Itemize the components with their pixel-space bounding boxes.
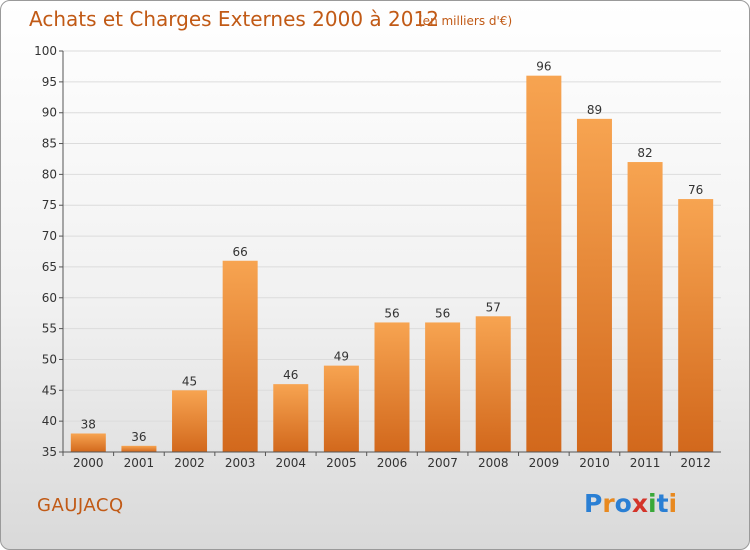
x-tick-label: 2003 bbox=[225, 456, 256, 470]
bar-2008 bbox=[475, 316, 511, 452]
bar-2012 bbox=[678, 199, 714, 452]
logo-letter: i bbox=[648, 489, 657, 518]
bar-2006 bbox=[374, 322, 410, 452]
y-tick-label: 50 bbox=[42, 352, 57, 366]
logo-letter: o bbox=[614, 489, 632, 518]
data-label-2010: 89 bbox=[587, 103, 602, 117]
data-label-2002: 45 bbox=[182, 374, 197, 388]
logo-letter: t bbox=[656, 489, 669, 518]
y-tick-label: 60 bbox=[42, 291, 57, 305]
bar-2011 bbox=[627, 162, 663, 453]
x-tick-label: 2004 bbox=[275, 456, 306, 470]
chart-title: Achats et Charges Externes 2000 à 2012 bbox=[29, 7, 439, 31]
x-axis: 2000 2001 2002 2003 2004 2005 2006 2007 2008 2009… bbox=[62, 451, 721, 470]
logo-letter: x bbox=[631, 489, 648, 518]
x-tick-label: 2010 bbox=[579, 456, 610, 470]
bar-2002 bbox=[172, 390, 208, 452]
y-tick-label: 40 bbox=[42, 414, 57, 428]
y-tick-label: 80 bbox=[42, 167, 57, 181]
x-tick-label: 2012 bbox=[680, 456, 711, 470]
y-tick-label: 65 bbox=[42, 260, 57, 274]
data-label-2009: 96 bbox=[536, 60, 551, 74]
x-tick-label: 2011 bbox=[630, 456, 661, 470]
bar-2003 bbox=[222, 260, 258, 452]
bar-2000 bbox=[70, 433, 106, 452]
y-tick-label: 45 bbox=[42, 383, 57, 397]
x-tick-label: 2006 bbox=[377, 456, 408, 470]
chart-subtitle: (en milliers d'€) bbox=[418, 14, 513, 28]
commune-name: GAUJACQ bbox=[37, 495, 124, 516]
data-label-2004: 46 bbox=[283, 368, 298, 382]
y-tick-label: 100 bbox=[34, 44, 57, 58]
data-label-2011: 82 bbox=[637, 146, 652, 160]
bar-2004 bbox=[273, 384, 309, 452]
data-label-2005: 49 bbox=[334, 350, 349, 364]
y-tick-label: 70 bbox=[42, 229, 57, 243]
logo-letter: i bbox=[668, 489, 678, 518]
x-tick-label: 2009 bbox=[529, 456, 560, 470]
data-label-2012: 76 bbox=[688, 183, 703, 197]
x-tick-label: 2008 bbox=[478, 456, 509, 470]
x-tick-label: 2001 bbox=[124, 456, 155, 470]
bar-2010 bbox=[576, 118, 612, 452]
y-tick-label: 90 bbox=[42, 106, 57, 120]
x-tick-label: 2005 bbox=[326, 456, 357, 470]
y-tick-label: 75 bbox=[42, 198, 57, 212]
logo-letter: r bbox=[602, 489, 615, 518]
proxiti-logo[interactable]: Proxiti bbox=[584, 489, 677, 518]
data-label-2000: 38 bbox=[81, 417, 96, 431]
data-label-2003: 66 bbox=[233, 245, 248, 259]
y-tick-label: 85 bbox=[42, 137, 57, 151]
y-tick-label: 95 bbox=[42, 75, 57, 89]
data-label-2006: 56 bbox=[384, 306, 399, 320]
bars: 38 36 45 66 46 49 56 56 57 96 89 82 76 bbox=[70, 60, 714, 453]
bar-2009 bbox=[526, 75, 562, 452]
x-tick-label: 2002 bbox=[174, 456, 205, 470]
data-label-2007: 56 bbox=[435, 306, 450, 320]
y-tick-label: 35 bbox=[42, 445, 57, 459]
x-tick-label: 2007 bbox=[427, 456, 458, 470]
y-tick-label: 55 bbox=[42, 322, 57, 336]
bar-2005 bbox=[323, 365, 359, 452]
x-tick-label: 2000 bbox=[73, 456, 104, 470]
data-label-2008: 57 bbox=[486, 300, 501, 314]
logo-letter: P bbox=[584, 489, 603, 518]
y-axis: 35 40 45 50 55 60 65 70 75 80 85 90 95 100 bbox=[34, 44, 64, 459]
data-label-2001: 36 bbox=[131, 430, 146, 444]
bar-2007 bbox=[425, 322, 461, 452]
bar-2001 bbox=[121, 445, 157, 452]
